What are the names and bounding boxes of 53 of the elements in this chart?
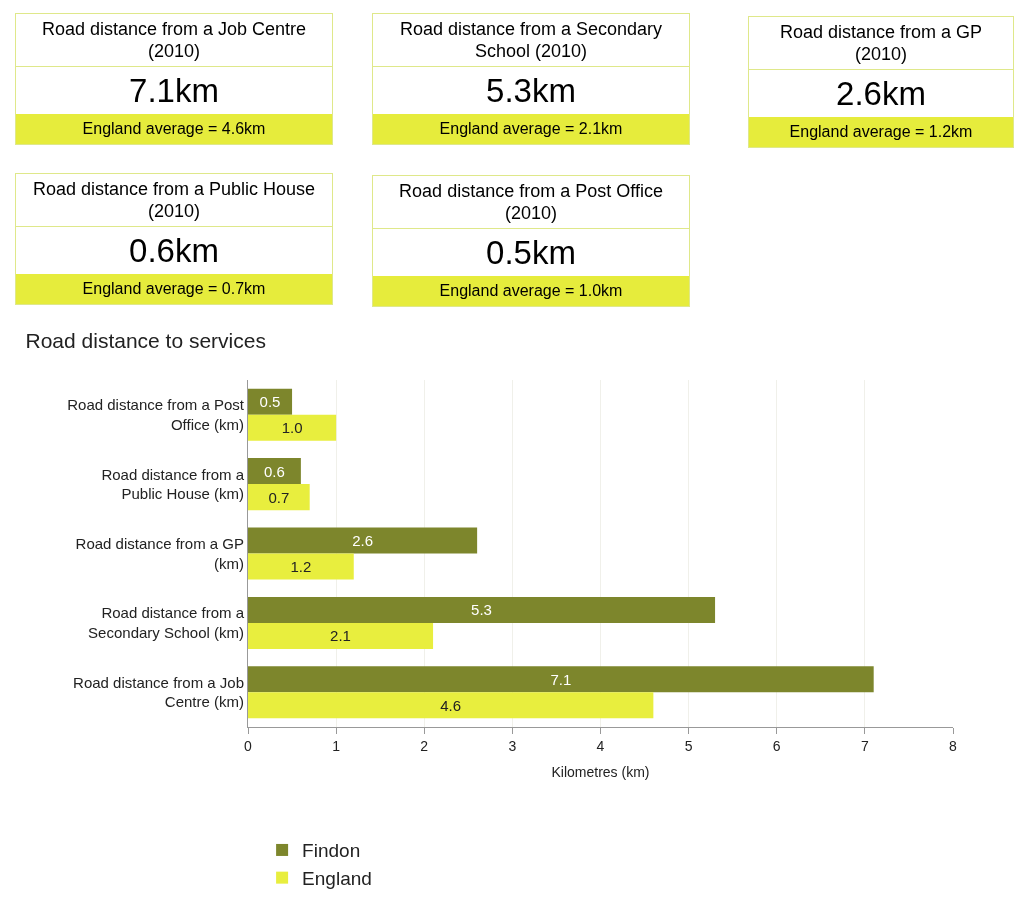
data-label: 5.3 — [471, 601, 492, 619]
y-tick-label: Road distance from a Job Centre (km) — [73, 673, 244, 711]
data-label: 0.5 — [259, 393, 281, 411]
x-tick-label: 6 — [772, 737, 781, 754]
x-tick-label: 2 — [420, 737, 429, 754]
data-label: 0.7 — [268, 488, 290, 506]
data-label: 4.6 — [440, 696, 462, 714]
bar — [248, 414, 337, 441]
y-tick-label: Road distance from a Post Office (km) — [67, 396, 245, 433]
text: Road distance from a GP (2010) — [749, 17, 1013, 70]
bar — [248, 388, 293, 415]
data-label: 2.6 — [352, 531, 373, 549]
text: Road distance from a Public House (2010) — [16, 174, 332, 227]
text: 2.6km — [835, 73, 927, 114]
text: Road distance from a Secondary School (2010) — [373, 14, 689, 67]
x-tick-label: 5 — [684, 737, 693, 754]
bar — [248, 553, 354, 580]
text: England average = 0.7km — [16, 274, 332, 304]
bar — [248, 458, 301, 485]
data-label: 7.1 — [550, 670, 572, 688]
bar — [248, 622, 434, 649]
legend-label: England — [302, 868, 372, 890]
x-tick-label: 8 — [949, 737, 958, 754]
text: England average = 1.0km — [373, 276, 689, 306]
y-tick-label: Road distance from a Secondary School (km) — [88, 604, 245, 641]
text: England average = 1.2km — [749, 117, 1013, 147]
text: Road distance from a Post Office (2010) — [373, 176, 689, 229]
x-tick-label: 7 — [860, 737, 869, 754]
text: England average = 4.6km — [16, 114, 332, 144]
x-tick-label: 4 — [596, 737, 605, 754]
x-tick-label: 0 — [244, 737, 253, 754]
chart-title: Road distance to services — [25, 328, 266, 352]
bar — [248, 527, 478, 554]
legend-label: Findon — [302, 840, 361, 862]
text: 0.5km — [485, 232, 577, 273]
x-axis-title: Kilometres (km) — [551, 764, 650, 781]
text: England average = 2.1km — [373, 114, 689, 144]
text: 0.6km — [128, 230, 220, 271]
x-tick-label: 3 — [508, 737, 517, 754]
data-label: 1.0 — [281, 419, 303, 437]
bar — [248, 484, 310, 511]
text: Road distance from a Job Centre (2010) — [16, 14, 332, 67]
data-label: 1.2 — [290, 558, 312, 576]
data-label: 2.1 — [330, 627, 351, 645]
data-label: 0.6 — [264, 462, 285, 480]
x-tick-label: 1 — [332, 737, 341, 754]
bar — [248, 596, 716, 623]
y-tick-label: Road distance from a Public House (km) — [101, 465, 245, 503]
bar — [248, 666, 874, 693]
bar — [248, 692, 654, 719]
text: 5.3km — [485, 70, 577, 111]
text: 7.1km — [128, 70, 220, 111]
y-tick-label: Road distance from a GP (km) — [75, 535, 244, 572]
